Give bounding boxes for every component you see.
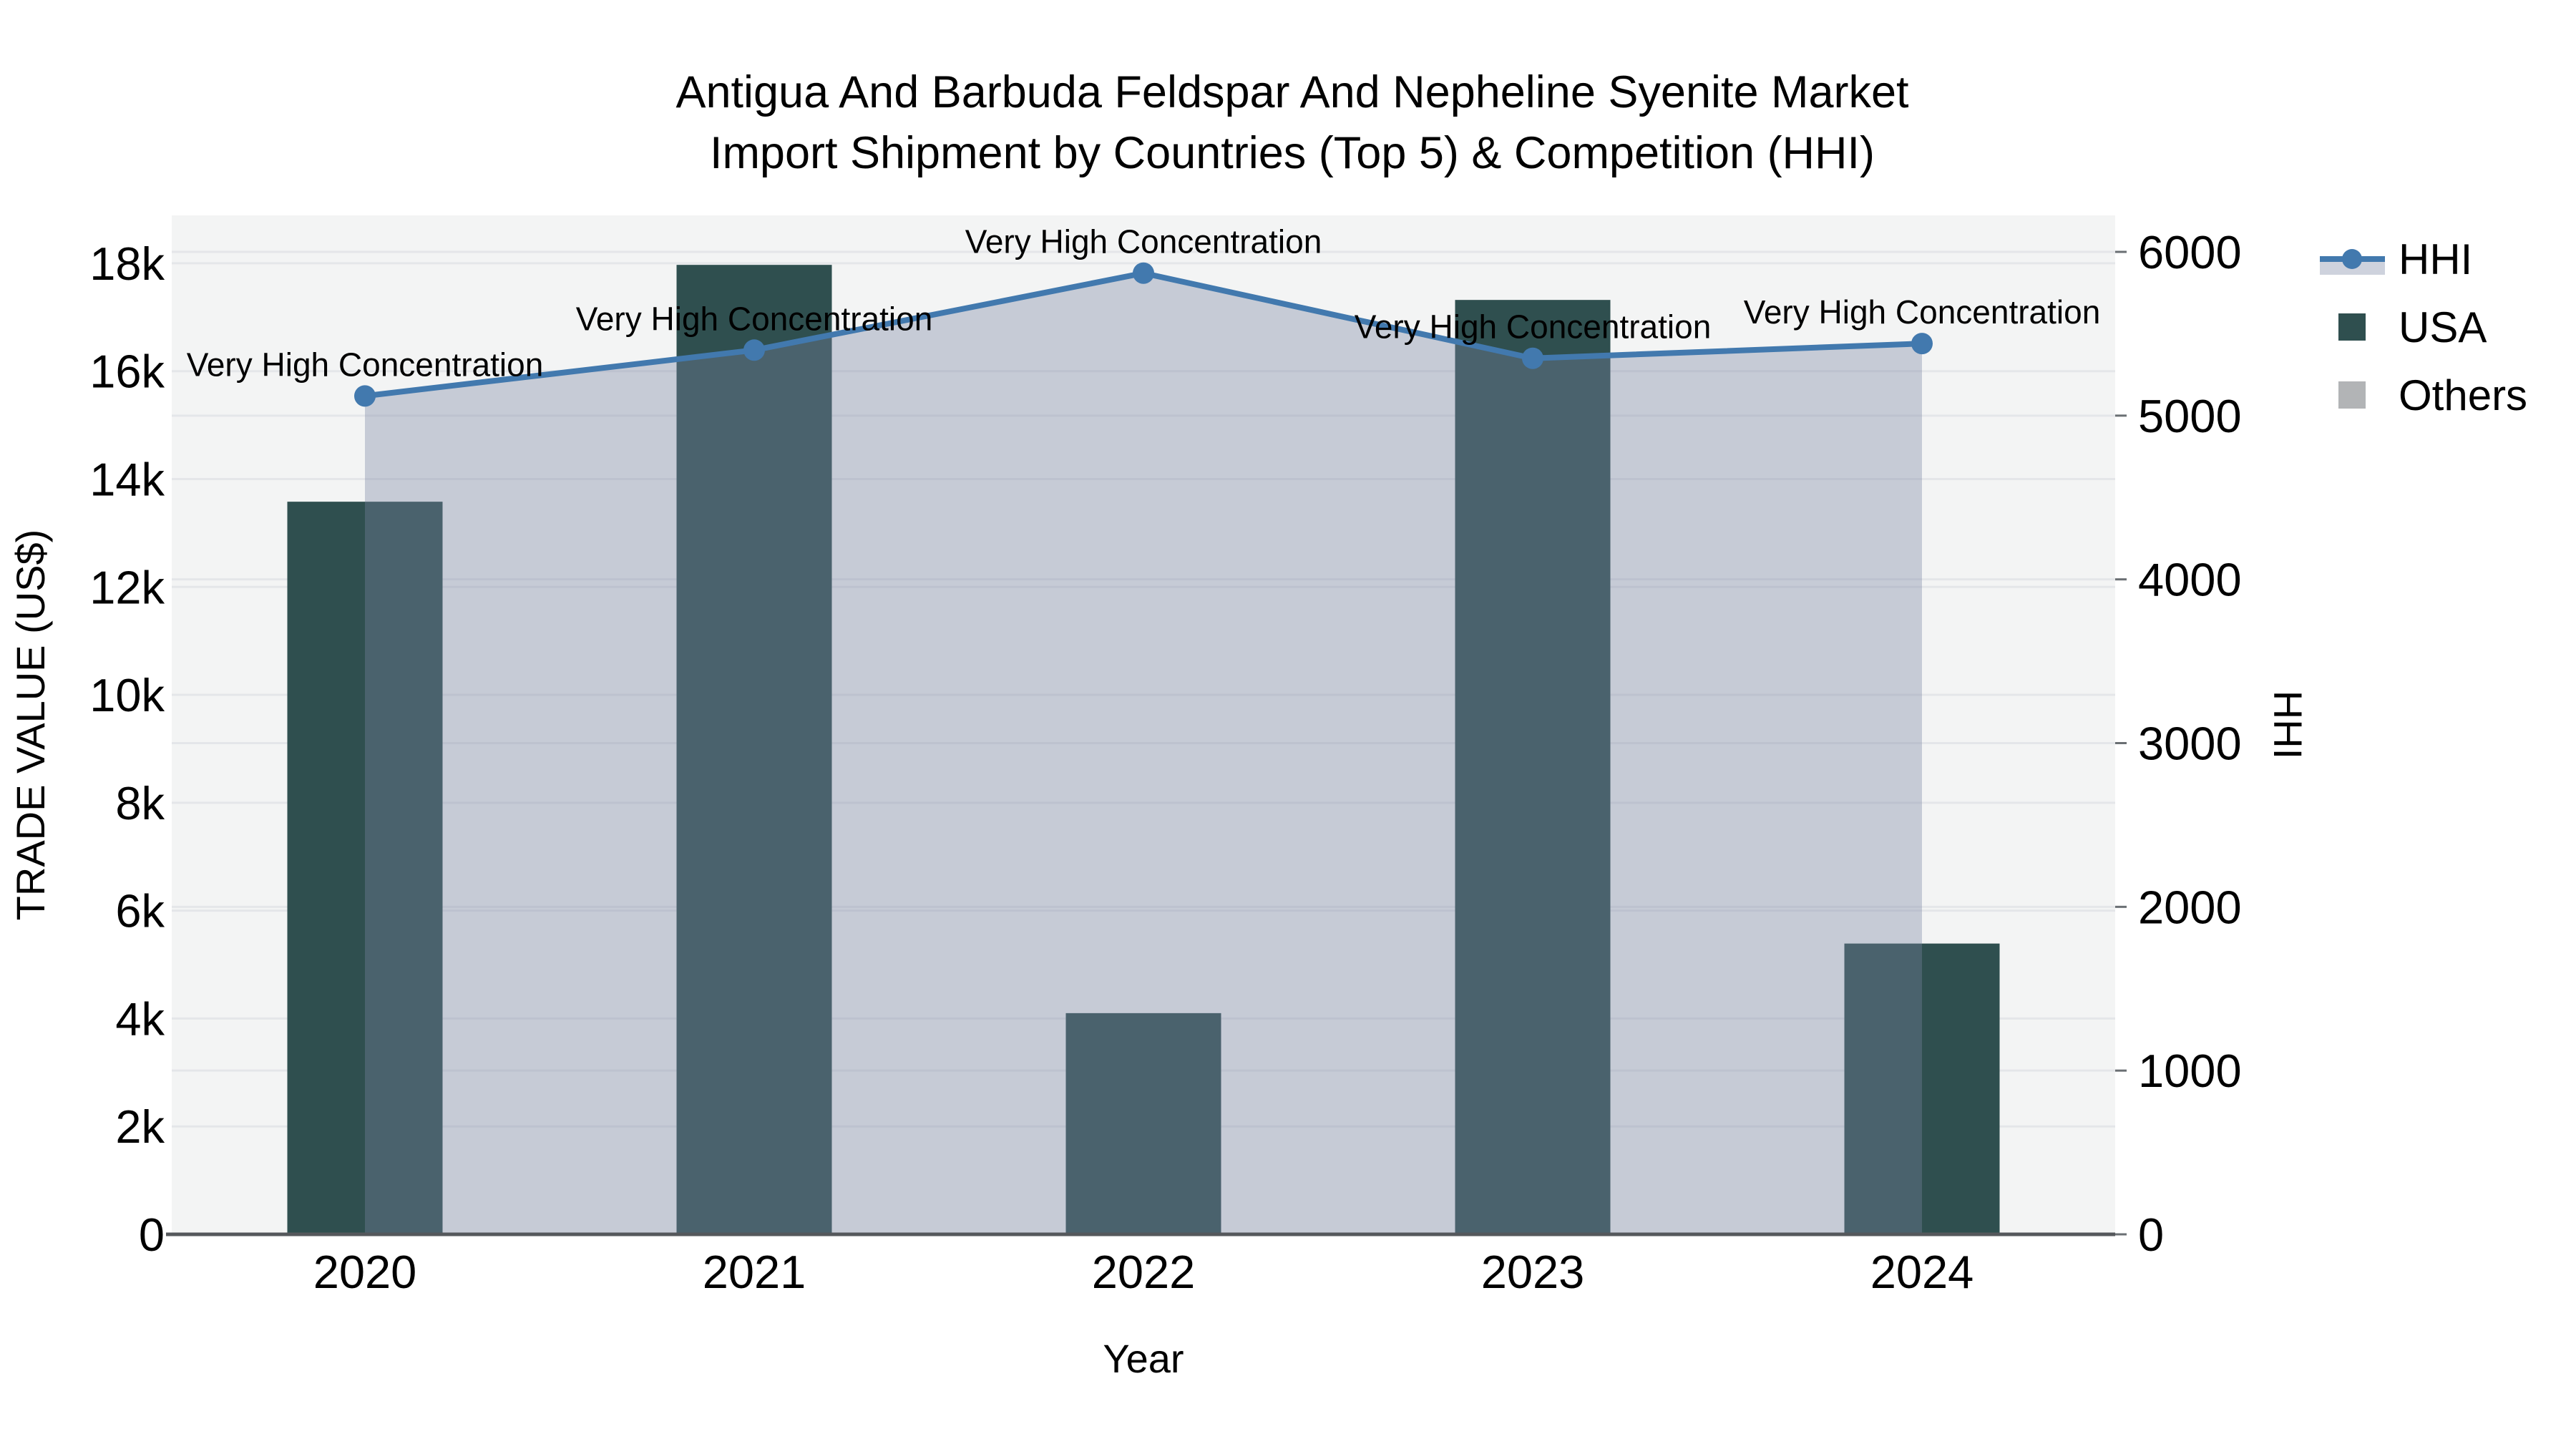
usa-bar-2022 [1065,1013,1221,1234]
left-tick-label-4k: 4k [115,992,165,1045]
hhi-area [365,273,1922,1235]
annotation-2022: Very High Concentration [965,223,1322,260]
point-annotations: Very High Concentration Very High Concent… [187,223,2101,384]
x-tick-label-2022: 2022 [1092,1246,1196,1298]
x-tick-labels: 2020 2021 2022 2023 2024 [313,1246,1974,1298]
legend-item-usa: USA [2338,303,2487,351]
right-axis-title: HHI [2265,691,2311,759]
legend-label-hhi: HHI [2399,235,2472,283]
x-tick-label-2021: 2021 [703,1246,806,1298]
usa-bar-2024 [1844,943,2000,1234]
right-tick-label-4000: 4000 [2138,554,2242,606]
chart-title-line1: Antigua And Barbuda Feldspar And Nepheli… [675,67,1909,117]
hhi-markers [354,262,1933,407]
usa-bar-2020 [287,502,443,1234]
right-tick-label-1000: 1000 [2138,1045,2242,1097]
left-tick-label-12k: 12k [89,561,165,613]
hhi-marker-icon [2342,249,2362,269]
chart-title-line2: Import Shipment by Countries (Top 5) & C… [710,128,1875,178]
legend: HHI USA Others [2320,235,2527,419]
left-tick-label-2k: 2k [115,1101,165,1153]
annotation-2020: Very High Concentration [187,346,544,383]
right-tick-labels: 0 1000 2000 3000 4000 5000 6000 [2138,226,2242,1261]
x-tick-label-2024: 2024 [1870,1246,1974,1298]
legend-label-usa: USA [2399,303,2487,351]
legend-item-hhi: HHI [2320,235,2472,283]
axis-tick-marks [2115,250,2127,1236]
left-tick-label-10k: 10k [89,669,165,721]
hhi-area-fill [365,273,1922,1235]
left-tick-labels: 0 2k 4k 6k 8k 10k 12k 14k 16k 18k [89,238,165,1261]
x-tick-label-2020: 2020 [313,1246,417,1298]
legend-label-others: Others [2399,371,2527,419]
left-tick-label-14k: 14k [89,453,165,505]
annotation-2023: Very High Concentration [1355,308,1712,346]
hhi-marker-2024 [1911,333,1933,355]
left-tick-label-18k: 18k [89,238,165,290]
right-tick-label-6000: 6000 [2138,226,2242,278]
left-tick-label-16k: 16k [89,346,165,398]
hhi-marker-2020 [354,385,376,407]
left-tick-label-8k: 8k [115,777,165,829]
right-tick-label-5000: 5000 [2138,390,2242,442]
usa-bar-2021 [676,265,832,1234]
x-tick-label-2023: 2023 [1481,1246,1585,1298]
right-tick-label-2000: 2000 [2138,881,2242,933]
legend-item-others: Others [2338,371,2527,419]
left-tick-label-0: 0 [139,1209,165,1261]
left-axis-title: TRADE VALUE (US$) [8,530,53,921]
usa-bars [287,265,2000,1234]
x-axis-title: Year [1103,1336,1184,1381]
others-swatch [2338,381,2366,409]
right-tick-label-3000: 3000 [2138,718,2242,770]
left-tick-label-6k: 6k [115,885,165,937]
hhi-marker-2022 [1133,262,1154,284]
usa-swatch [2338,313,2366,341]
annotation-2021: Very High Concentration [576,300,933,337]
usa-bar-2023 [1455,300,1611,1234]
right-tick-label-0: 0 [2138,1209,2164,1261]
hhi-marker-2023 [1522,347,1543,369]
hhi-marker-2021 [743,339,765,361]
annotation-2024: Very High Concentration [1744,293,2101,331]
